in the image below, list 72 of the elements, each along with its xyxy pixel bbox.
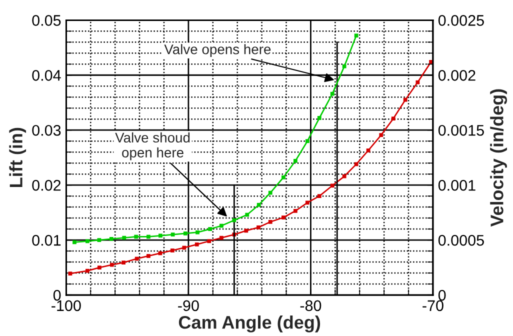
y-tick-label: 0.01 [32, 234, 61, 246]
y2-tick-label: 0 [438, 290, 446, 301]
point [391, 116, 396, 120]
point [170, 248, 174, 252]
point [317, 194, 322, 198]
point [293, 208, 298, 213]
point [208, 227, 212, 231]
y2-tick-label: 0.002 [438, 70, 476, 81]
point [110, 262, 114, 267]
x-axis-title: Cam Angle (deg) [178, 316, 320, 332]
point [232, 218, 236, 222]
point [196, 230, 200, 234]
point [220, 236, 224, 240]
y-tick-label: 0.03 [32, 124, 61, 136]
annotation: Valve opens here [164, 44, 271, 58]
y2-tick-label: 0.0005 [438, 234, 484, 246]
y-tick-label: 0.05 [32, 15, 61, 26]
point [134, 256, 139, 261]
point [86, 268, 90, 273]
point [134, 234, 138, 239]
point [354, 34, 358, 38]
point [330, 184, 334, 188]
point [72, 240, 76, 244]
x-tick-label: -90 [178, 300, 199, 312]
point [293, 158, 298, 163]
point [403, 98, 408, 102]
point [97, 238, 102, 242]
point [109, 236, 114, 241]
point [194, 242, 199, 246]
y-tick-label: 0.02 [32, 180, 61, 191]
point [416, 80, 420, 84]
y-tick-label: 0 [53, 290, 61, 301]
point [305, 139, 310, 144]
point [256, 202, 261, 207]
y-axis-title: Lift (in) [9, 128, 26, 187]
x-tick-label: -100 [52, 300, 81, 312]
point [268, 190, 272, 195]
point [354, 162, 358, 166]
point [207, 239, 212, 244]
x-tick-label: -70 [422, 300, 444, 312]
point [158, 234, 162, 238]
y2-tick-label: 0.0025 [438, 15, 484, 26]
point [122, 260, 126, 265]
point [379, 133, 384, 137]
point [183, 231, 188, 236]
point [220, 224, 224, 228]
point [97, 266, 102, 270]
point [146, 234, 150, 239]
point [244, 228, 248, 233]
point [330, 92, 334, 96]
point [68, 272, 72, 276]
annotation: Valve shoud open here [115, 132, 190, 160]
point [122, 236, 126, 240]
point [281, 175, 286, 180]
point [268, 220, 272, 224]
point [86, 239, 90, 244]
point [342, 64, 346, 68]
point [245, 212, 250, 217]
y2-tick-label: 0.001 [438, 180, 476, 191]
point [182, 246, 186, 250]
point [317, 116, 322, 120]
y2-tick-label: 0.0015 [438, 124, 484, 136]
y2-axis-title: Velocity (in/deg) [490, 89, 508, 227]
x-tick-label: -80 [300, 300, 322, 312]
point [366, 148, 370, 152]
point [256, 225, 260, 230]
y-tick-label: 0.04 [32, 70, 61, 81]
point [305, 200, 310, 205]
point [146, 254, 150, 258]
point [342, 174, 346, 178]
point [281, 216, 286, 220]
point [170, 232, 175, 236]
